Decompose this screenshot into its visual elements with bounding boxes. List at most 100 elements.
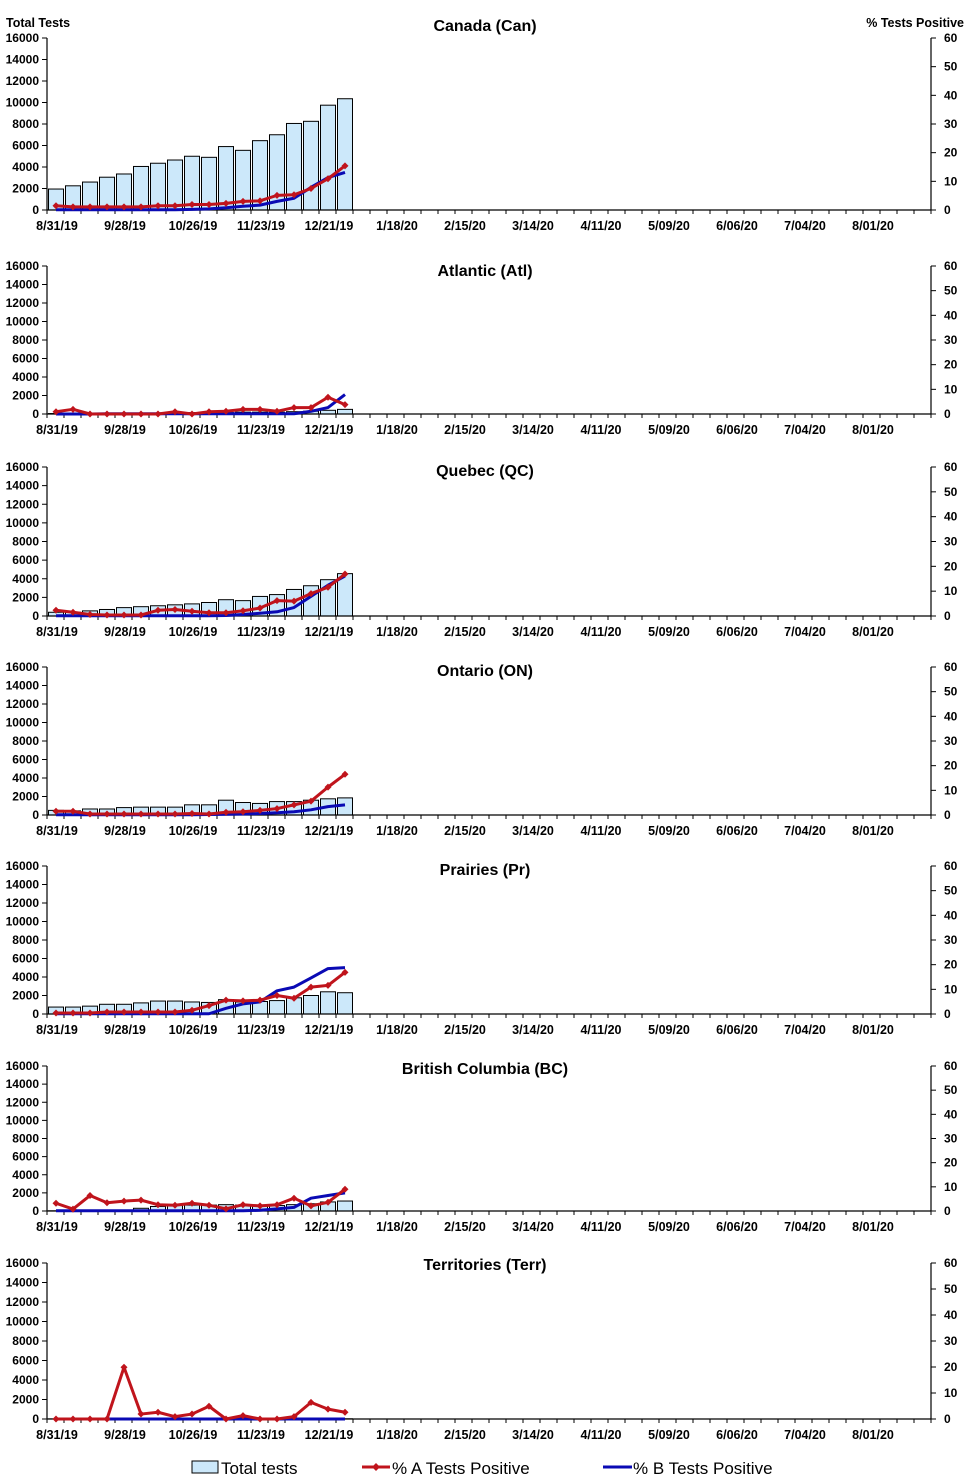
panel-5: British Columbia (BC) 0 2000 4000 6000 8000 10… [6, 1059, 958, 1234]
x-tick-label: 5/09/20 [648, 1023, 690, 1037]
right-tick-label: 40 [944, 510, 958, 524]
right-tick-label: 30 [944, 1132, 958, 1146]
x-tick-label: 7/04/20 [784, 824, 826, 838]
panel-3: Ontario (ON) 0 2000 4000 6000 8000 10000 12000 1… [6, 660, 958, 838]
x-tick-label: 1/18/20 [376, 219, 418, 233]
right-tick-label: 40 [944, 308, 958, 322]
point-pct-a [239, 607, 247, 615]
chart-title: Ontario (ON) [437, 663, 533, 680]
right-tick-label: 20 [944, 146, 958, 160]
point-pct-a [69, 1009, 77, 1017]
point-pct-a [52, 1009, 60, 1017]
point-pct-a [69, 1415, 77, 1423]
x-tick-label: 8/31/19 [36, 423, 78, 437]
x-tick-label: 12/21/19 [305, 1220, 354, 1234]
point-pct-a [137, 611, 145, 619]
left-tick-label: 2000 [12, 1186, 39, 1200]
point-pct-a [154, 1008, 162, 1016]
point-pct-a [154, 202, 162, 210]
right-tick-label: 0 [944, 609, 951, 623]
point-pct-a [205, 1002, 213, 1010]
x-tick-label: 4/11/20 [580, 219, 621, 233]
point-pct-a [52, 1199, 60, 1207]
point-pct-a [154, 410, 162, 418]
x-tick-label: 12/21/19 [305, 219, 354, 233]
left-tick-label: 0 [32, 609, 39, 623]
point-pct-a [273, 1415, 281, 1423]
left-tick-label: 6000 [12, 1354, 39, 1368]
bar-total-tests [337, 1200, 353, 1212]
x-tick-label: 11/23/19 [237, 824, 285, 838]
point-pct-a [171, 1201, 179, 1209]
x-tick-label: 10/26/19 [169, 423, 218, 437]
right-tick-label: 40 [944, 1107, 958, 1121]
panel-1: Atlantic (Atl) 0 2000 4000 6000 8000 10000 1200… [6, 259, 958, 437]
point-pct-a [290, 1413, 298, 1421]
point-pct-a [324, 783, 332, 791]
x-tick-label: 1/18/20 [376, 1220, 418, 1234]
x-tick-label: 8/01/20 [852, 1428, 894, 1442]
point-pct-a [256, 806, 264, 814]
left-tick-label: 2000 [12, 1393, 39, 1407]
x-tick-label: 3/14/20 [512, 1220, 554, 1234]
bar-total-tests [337, 98, 353, 211]
right-tick-label: 10 [944, 1386, 958, 1400]
point-pct-a [69, 1205, 77, 1213]
point-pct-a [324, 175, 332, 183]
point-pct-a [171, 810, 179, 818]
right-tick-label: 10 [944, 783, 958, 797]
right-tick-label: 60 [944, 31, 958, 45]
right-tick-label: 60 [944, 1256, 958, 1270]
left-tick-label: 16000 [6, 1059, 40, 1073]
left-tick-label: 2000 [12, 989, 39, 1003]
point-pct-a [188, 810, 196, 818]
point-pct-a [69, 807, 77, 815]
point-pct-a [188, 1006, 196, 1014]
point-pct-a [154, 1201, 162, 1209]
point-pct-a [86, 810, 94, 818]
point-pct-a [154, 810, 162, 818]
right-tick-label: 40 [944, 88, 958, 102]
point-pct-a [256, 604, 264, 612]
x-tick-label: 8/01/20 [852, 423, 894, 437]
x-tick-label: 8/31/19 [36, 824, 78, 838]
x-tick-label: 2/15/20 [444, 1428, 486, 1442]
point-pct-a [273, 191, 281, 199]
point-pct-a [222, 609, 230, 617]
point-pct-a [188, 607, 196, 615]
left-tick-label: 6000 [12, 952, 39, 966]
series-pct-b-line [56, 1191, 346, 1213]
point-pct-a [86, 1192, 94, 1200]
x-tick-label: 4/11/20 [580, 625, 621, 639]
x-tick-label: 12/21/19 [305, 1023, 354, 1037]
point-pct-a [205, 201, 213, 209]
bar-total-tests [320, 991, 336, 1015]
right-tick-label: 0 [944, 203, 951, 217]
left-tick-label: 10000 [6, 1315, 40, 1329]
point-pct-a [120, 611, 128, 619]
x-tick-label: 5/09/20 [648, 423, 690, 437]
point-pct-a [307, 1398, 315, 1406]
point-pct-a [307, 404, 315, 412]
x-tick-label: 11/23/19 [237, 219, 285, 233]
bar-total-tests [337, 408, 353, 415]
x-tick-label: 6/06/20 [716, 1220, 758, 1234]
x-tick-label: 8/01/20 [852, 824, 894, 838]
left-tick-label: 4000 [12, 970, 39, 984]
x-tick-label: 6/06/20 [716, 1023, 758, 1037]
x-tick-label: 5/09/20 [648, 824, 690, 838]
x-tick-label: 8/01/20 [852, 219, 894, 233]
panel-2: Quebec (QC) 0 2000 4000 6000 8000 10000 12000 14… [6, 460, 958, 639]
point-pct-a [290, 994, 298, 1002]
point-pct-a [290, 801, 298, 809]
left-tick-label: 6000 [12, 1150, 39, 1164]
x-tick-label: 5/09/20 [648, 1428, 690, 1442]
point-pct-a [222, 1205, 230, 1213]
point-pct-a [188, 1410, 196, 1418]
x-tick-label: 3/14/20 [512, 824, 554, 838]
point-pct-a [273, 805, 281, 813]
point-pct-a [52, 606, 60, 614]
x-tick-label: 2/15/20 [444, 824, 486, 838]
x-tick-label: 4/11/20 [580, 1023, 621, 1037]
x-tick-label: 9/28/19 [104, 219, 146, 233]
